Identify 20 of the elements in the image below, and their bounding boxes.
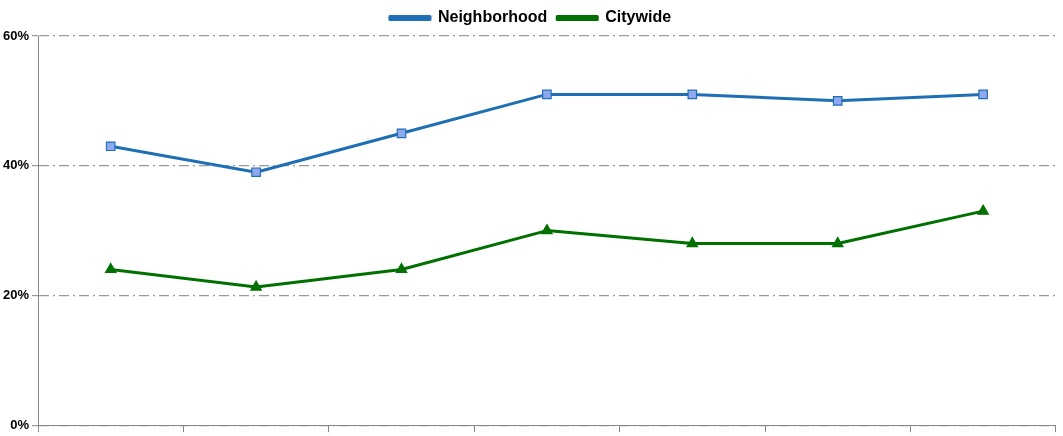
- point: [978, 89, 988, 100]
- y-tick-label: 40%: [2, 157, 30, 173]
- point: [251, 167, 261, 178]
- point: [104, 262, 117, 274]
- point: [250, 280, 262, 291]
- point: [395, 262, 408, 274]
- point: [396, 128, 407, 139]
- point: [832, 96, 843, 106]
- legend-label: Neighborhood: [437, 8, 548, 26]
- legend-label: Citywide: [605, 8, 672, 26]
- point: [977, 204, 989, 215]
- point: [105, 141, 116, 152]
- y-tick-label: 0%: [10, 416, 30, 432]
- y-tick-label: 60%: [2, 27, 30, 43]
- point: [831, 236, 844, 248]
- point: [687, 89, 698, 100]
- point: [686, 236, 699, 248]
- point: [542, 89, 552, 100]
- point: [541, 224, 553, 235]
- y-tick-label: 20%: [2, 287, 30, 303]
